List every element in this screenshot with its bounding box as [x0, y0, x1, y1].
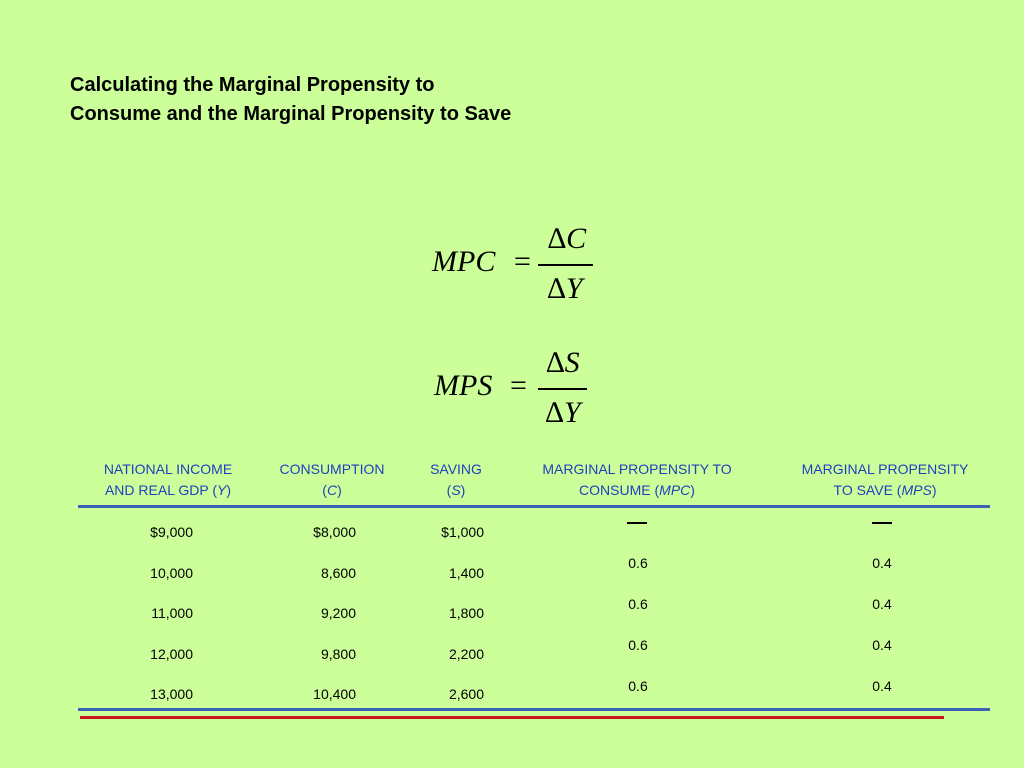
header-text: AND REAL GDP (: [104, 482, 217, 498]
table-bottom-rule: [78, 708, 990, 711]
mpc-numerator-var: C: [566, 222, 587, 255]
cell-income: 10,000: [150, 565, 193, 581]
title-line-2: Consume and the Marginal Propensity to S…: [70, 103, 512, 125]
header-text: (: [446, 482, 452, 498]
table-header-rule: [78, 505, 990, 508]
header-mpc-line2: CONSUME (MPC): [512, 480, 762, 501]
header-variable: MPS: [901, 482, 932, 498]
mps-fraction-bar: [538, 388, 587, 390]
cell-income: 12,000: [150, 646, 193, 662]
title-line-1: Calculating the Marginal Propensity to: [70, 74, 435, 96]
mps-formula-denominator: ∆Y: [535, 396, 591, 430]
header-national-income: NATIONAL INCOME AND REAL GDP (Y): [80, 459, 256, 501]
cell-saving: $1,000: [441, 524, 484, 540]
header-variable: Y: [217, 482, 227, 498]
cell-mpc: 0.6: [628, 678, 648, 694]
mpc-fraction-bar: [538, 264, 593, 266]
header-consumption-line1: CONSUMPTION: [279, 461, 385, 477]
cell-mps: 0.4: [872, 596, 892, 612]
header-text: TO SAVE (: [833, 482, 902, 498]
mps-formula-lhs: MPS: [434, 369, 493, 402]
header-variable: S: [451, 482, 461, 498]
header-consumption-line2: (C): [262, 480, 402, 501]
header-national-income-line1: NATIONAL INCOME: [103, 461, 233, 477]
header-text: ): [931, 482, 937, 498]
mpc-formula-equals: =: [514, 245, 531, 278]
cell-consumption: 8,600: [320, 565, 356, 581]
mps-denominator-delta: ∆: [545, 396, 564, 429]
header-mpc: MARGINAL PROPENSITY TO CONSUME (MPC): [512, 459, 762, 501]
header-mps-line1: MARGINAL PROPENSITY: [801, 461, 969, 477]
mpc-denominator-var: Y: [565, 272, 583, 305]
mpc-denominator-delta: ∆: [547, 272, 566, 305]
header-mps-line2: TO SAVE (MPS): [774, 480, 996, 501]
cell-consumption: 9,800: [320, 646, 356, 662]
header-text: ): [226, 482, 232, 498]
cell-income: 13,000: [150, 686, 193, 702]
cell-consumption: 9,200: [320, 605, 356, 621]
footer-red-rule: [80, 716, 944, 719]
mps-numerator-delta: ∆: [546, 346, 565, 379]
mps-formula-numerator: ∆S: [535, 346, 591, 380]
cell-mpc: 0.6: [628, 596, 648, 612]
cell-mps: 0.4: [872, 678, 892, 694]
cell-saving: 2,200: [448, 646, 484, 662]
cell-income: $9,000: [150, 524, 193, 540]
header-text: ): [690, 482, 695, 498]
header-national-income-line2: AND REAL GDP (Y): [80, 480, 256, 501]
header-variable: C: [326, 482, 338, 498]
mps-empty-dash: [872, 522, 892, 524]
mps-formula-equals: =: [510, 369, 527, 402]
header-text: ): [460, 482, 466, 498]
cell-consumption: 10,400: [313, 686, 356, 702]
header-variable: MPC: [659, 482, 691, 498]
cell-income: 11,000: [151, 605, 193, 621]
mps-denominator-var: Y: [563, 396, 581, 429]
mpc-formula-denominator: ∆Y: [537, 272, 593, 306]
cell-mps: 0.4: [872, 637, 892, 653]
cell-saving: 1,800: [448, 605, 484, 621]
mps-numerator-var: S: [564, 346, 580, 379]
header-consumption: CONSUMPTION (C): [262, 459, 402, 501]
header-text: (: [322, 482, 327, 498]
mpc-formula-numerator: ∆C: [539, 222, 595, 256]
cell-mpc: 0.6: [628, 555, 648, 571]
cell-mps: 0.4: [872, 555, 892, 571]
slide-title: Calculating the Marginal Propensity to C…: [70, 71, 511, 129]
mpc-numerator-delta: ∆: [547, 222, 567, 255]
header-mps: MARGINAL PROPENSITY TO SAVE (MPS): [774, 459, 996, 501]
header-saving-line2: (S): [412, 480, 500, 501]
cell-mpc: 0.6: [628, 637, 648, 653]
header-text: ): [337, 482, 342, 498]
header-text: CONSUME (: [579, 482, 660, 498]
header-saving-line1: SAVING: [430, 461, 482, 477]
cell-consumption: $8,000: [313, 524, 356, 540]
mpc-empty-dash: [627, 522, 647, 524]
header-mpc-line1: MARGINAL PROPENSITY TO: [542, 461, 732, 477]
mpc-formula-lhs: MPC: [432, 245, 496, 278]
header-saving: SAVING (S): [412, 459, 500, 501]
cell-saving: 1,400: [448, 565, 484, 581]
cell-saving: 2,600: [448, 686, 484, 702]
